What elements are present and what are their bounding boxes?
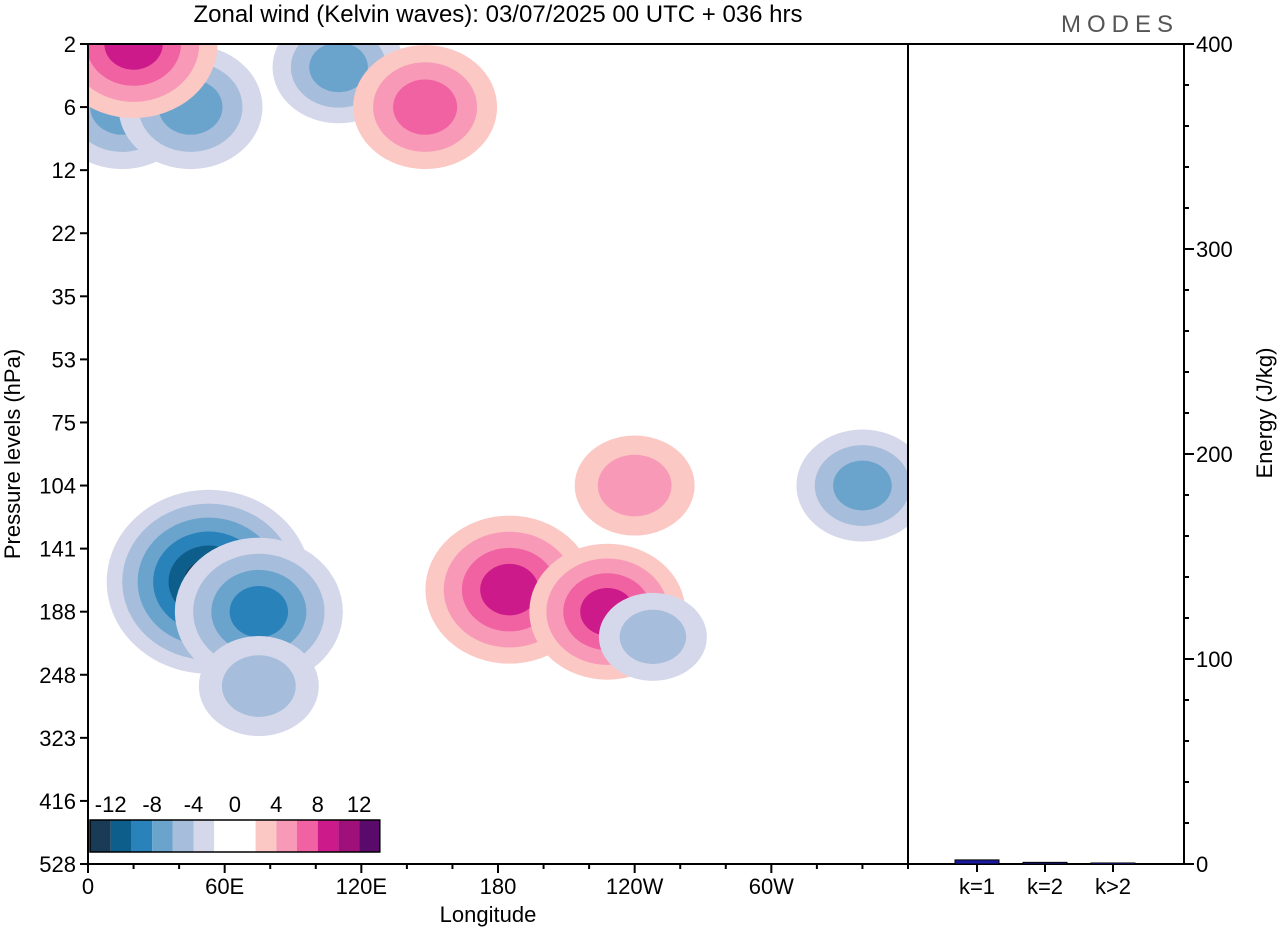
- wavenumber-label: k>2: [1095, 874, 1131, 899]
- color-scale-label: -4: [184, 792, 204, 817]
- wind-contour: [104, 44, 163, 70]
- wavenumber-labels: k=1 k=2 k>2: [959, 864, 1131, 899]
- longitude-tick-label: 0: [82, 874, 94, 899]
- energy-axis: 0 100 200 300 400: [1184, 32, 1233, 877]
- energy-tick-label: 300: [1196, 237, 1233, 262]
- energy-bar: [1022, 861, 1068, 865]
- longitude-tick-label: 120W: [606, 874, 664, 899]
- color-scale-swatch: [131, 820, 153, 852]
- color-scale-legend: -12 -8 -4 0 4 8 12: [89, 792, 381, 853]
- energy-frame: [907, 43, 1185, 865]
- energy-tick-label: 100: [1196, 647, 1233, 672]
- pressure-tick-label: 528: [39, 852, 76, 877]
- color-scale-swatch: [152, 820, 173, 852]
- longitude-tick-label: 180: [480, 874, 517, 899]
- brand-logo: MODES: [1061, 11, 1179, 38]
- wind-contour: [597, 454, 672, 517]
- pressure-tick-label: 188: [39, 600, 76, 625]
- wind-contour: [221, 655, 296, 717]
- pressure-axis: 2 6 12 22 35 53 75 104 141 188 248 323 416 528: [39, 32, 88, 877]
- pressure-tick-label: 53: [52, 347, 76, 372]
- color-scale-swatch: [317, 820, 339, 852]
- color-scale-swatch: [214, 820, 235, 852]
- wind-contour: [480, 563, 539, 616]
- wind-feature: [174, 537, 343, 686]
- pressure-tick-label: 12: [52, 158, 76, 183]
- wind-feature: [88, 44, 218, 118]
- wind-contours: [88, 44, 908, 737]
- longitude-axis-label: Longitude: [440, 902, 537, 927]
- heatmap-plot: 2 6 12 22 35 53 75 104 141 188 248 323 416 528 0 60E 12…: [0, 32, 909, 927]
- wind-feature: [796, 429, 908, 542]
- wind-contour: [619, 609, 687, 664]
- longitude-tick-label: 120E: [336, 874, 387, 899]
- wind-contour: [229, 585, 289, 638]
- pressure-tick-label: 248: [39, 663, 76, 688]
- color-scale-swatch: [276, 820, 297, 852]
- wind-feature: [574, 435, 695, 536]
- energy-axis-label: Energy (J/kg): [1252, 348, 1277, 479]
- color-scale-label: -12: [95, 792, 127, 817]
- color-scale-swatch: [110, 820, 132, 852]
- longitude-tick-label: 60W: [749, 874, 794, 899]
- pressure-tick-label: 2: [64, 32, 76, 57]
- pressure-tick-label: 35: [52, 284, 76, 309]
- color-scale-label: -8: [142, 792, 162, 817]
- wind-contour: [309, 44, 368, 93]
- longitude-axis: 0 60E 120E 180 120W 60W: [82, 864, 909, 899]
- energy-bar: [954, 859, 1000, 865]
- wind-feature: [598, 592, 707, 681]
- energy-tick-label: 200: [1196, 442, 1233, 467]
- color-scale-swatch: [359, 820, 380, 852]
- energy-bars: [954, 859, 1136, 865]
- color-scale-swatch: [172, 820, 194, 852]
- chart-title: Zonal wind (Kelvin waves): 03/07/2025 00…: [194, 1, 803, 28]
- wind-contour: [833, 460, 892, 511]
- wavenumber-label: k=1: [959, 874, 995, 899]
- color-scale-swatch: [338, 820, 360, 852]
- pressure-axis-label: Pressure levels (hPa): [0, 349, 25, 559]
- color-scale-swatch: [255, 820, 277, 852]
- pressure-tick-label: 75: [52, 410, 76, 435]
- color-scale-swatch: [234, 820, 256, 852]
- wind-contour: [393, 79, 458, 135]
- pressure-tick-label: 6: [64, 95, 76, 120]
- color-scale-swatch: [193, 820, 215, 852]
- color-scale-swatch: [90, 820, 111, 852]
- pressure-tick-label: 416: [39, 789, 76, 814]
- color-scale-label: 12: [347, 792, 371, 817]
- energy-tick-label: 0: [1196, 852, 1208, 877]
- color-scale-label: 0: [229, 792, 241, 817]
- wind-feature: [198, 636, 319, 737]
- longitude-tick-label: 60E: [205, 874, 244, 899]
- heatmap-background: [88, 44, 908, 864]
- pressure-tick-label: 141: [39, 537, 76, 562]
- pressure-tick-label: 323: [39, 726, 76, 751]
- energy-tick-label: 400: [1196, 32, 1233, 57]
- color-scale-label: 8: [312, 792, 324, 817]
- color-scale-swatch: [297, 820, 318, 852]
- wind-feature: [353, 45, 498, 170]
- energy-panel: 0 100 200 300 400 k=1 k=2 k>2 Energy (J/kg): [907, 32, 1277, 899]
- color-scale-label: 4: [270, 792, 282, 817]
- color-scale-frame: [89, 819, 381, 853]
- pressure-tick-label: 22: [52, 221, 76, 246]
- wavenumber-label: k=2: [1027, 874, 1063, 899]
- pressure-tick-label: 104: [39, 474, 76, 499]
